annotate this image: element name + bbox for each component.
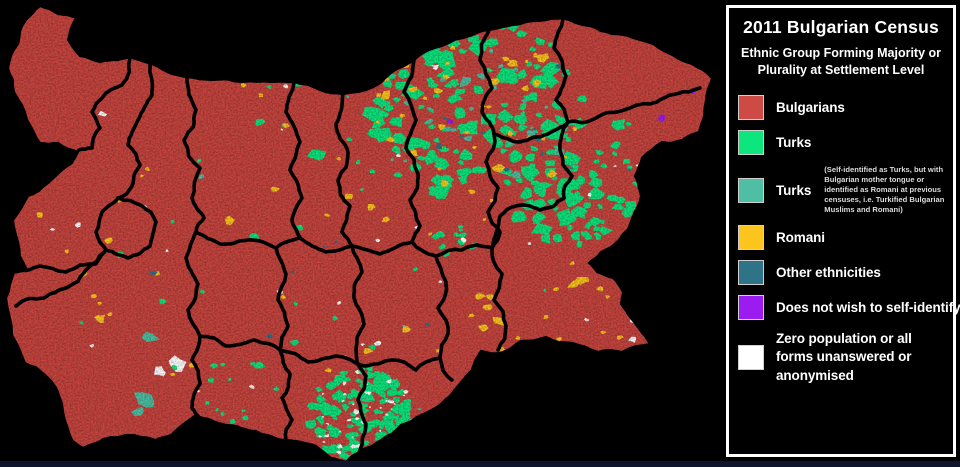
country-outline (4, 4, 714, 464)
settlement-texture (6, 6, 712, 462)
legend-items: Bulgarians Turks Turks (Self-identified as … (738, 95, 960, 385)
legend-swatch-refuse (738, 295, 764, 321)
legend-item-turks_prev: Turks (Self-identified as Turks, but with… (738, 165, 949, 215)
legend-label: Zero population or all forms unanswered … (776, 331, 912, 383)
bottom-bar (0, 461, 960, 467)
province-borders (12, 16, 702, 452)
legend-item-bulgarians: Bulgarians (738, 95, 949, 120)
legend-label: Bulgarians (776, 100, 845, 115)
legend-item-romani: Romani (738, 225, 949, 251)
country-layers (6, 6, 712, 462)
legend-item-zero: Zero population or all forms unanswered … (738, 330, 949, 385)
legend-swatch-other (738, 260, 764, 286)
legend-label: Turks (776, 182, 812, 198)
legend-label: Does not wish to self-identify (776, 300, 960, 316)
legend-panel: 2011 Bulgarian Census Ethnic Group Formi… (726, 5, 960, 457)
legend-item-turks: Turks (738, 130, 949, 155)
legend-swatch-zero (738, 344, 764, 370)
legend-subtitle: Ethnic Group Forming Majority or Plurali… (741, 46, 941, 77)
legend-swatch-romani (738, 225, 764, 251)
legend-item-refuse: Does not wish to self-identify (738, 295, 960, 321)
legend-label: Romani (776, 230, 825, 246)
legend-title: 2011 Bulgarian Census (743, 17, 939, 37)
legend-label: Other ethnicities (776, 265, 881, 281)
legend-item-other: Other ethnicities (738, 260, 949, 286)
legend-note: (Self-identified as Turks, but with Bulg… (824, 165, 945, 215)
legend-swatch-turks (738, 130, 764, 155)
legend-swatch-bulgarians (738, 95, 764, 120)
legend-label: Turks (776, 135, 812, 150)
legend-swatch-turks_prev (738, 177, 764, 203)
